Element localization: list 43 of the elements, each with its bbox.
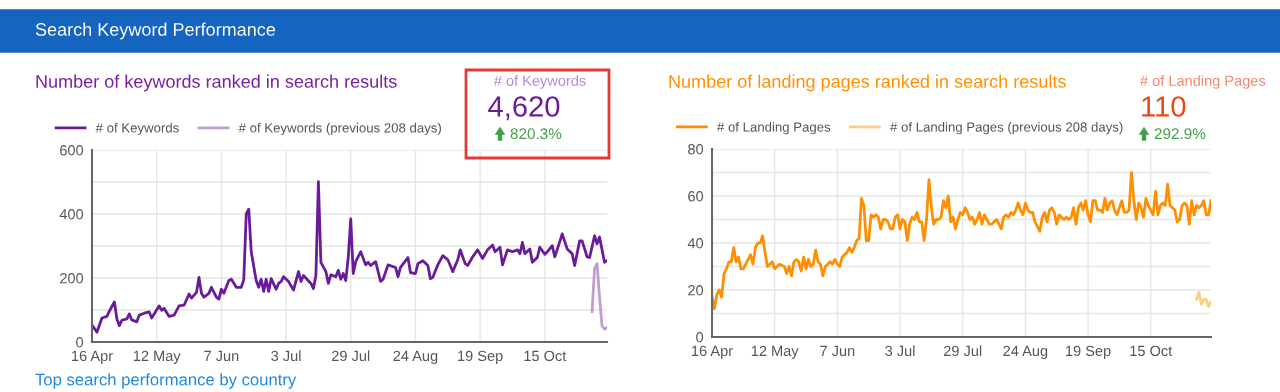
x-tick-label: 3 Jul xyxy=(271,350,301,362)
text: # of Keywords xyxy=(493,75,586,89)
text: Search Keyword Performance xyxy=(35,22,276,40)
text: # of Landing Pages xyxy=(1140,75,1266,89)
y-tick-label: 400 xyxy=(59,209,84,220)
y-tick-label: 80 xyxy=(688,144,704,155)
x-tick-label: 16 Apr xyxy=(692,345,733,359)
x-tick-label: 12 May xyxy=(133,350,181,364)
y-tick-label: 60 xyxy=(688,191,704,202)
x-tick-label: 7 Jun xyxy=(204,350,239,362)
y-tick-label: 0 xyxy=(696,332,704,343)
line-series xyxy=(590,262,607,331)
x-tick-label: 7 Jun xyxy=(820,345,855,357)
chart-title: Number of landing pages ranked in search results xyxy=(669,74,1066,92)
legend-label: # of Keywords (previous 208 days) xyxy=(238,122,441,136)
x-tick-label: 15 Oct xyxy=(524,350,567,362)
y-tick-label: 600 xyxy=(60,145,84,156)
y-tick-label: 20 xyxy=(688,285,704,296)
legend-label: # of Keywords xyxy=(95,122,179,136)
text: Top search performance by country xyxy=(35,373,297,389)
x-tick-label: 24 Aug xyxy=(393,350,438,364)
text: 110 xyxy=(1142,96,1186,117)
line-series xyxy=(92,180,607,334)
legend-label: # of Landing Pages (previous 208 days) xyxy=(890,122,1123,135)
text: 292.9% xyxy=(1154,128,1206,140)
x-tick-label: 19 Sep xyxy=(1066,345,1111,359)
line-series xyxy=(1195,290,1211,308)
x-tick-label: 16 Apr xyxy=(72,350,113,364)
x-tick-label: 24 Aug xyxy=(1003,345,1048,359)
y-tick-label: 40 xyxy=(687,238,704,249)
x-tick-label: 3 Jul xyxy=(885,345,915,357)
y-tick-label: 0 xyxy=(76,337,84,348)
x-tick-label: 15 Oct xyxy=(1130,345,1173,357)
x-tick-label: 29 Jul xyxy=(943,345,982,357)
y-tick-label: 200 xyxy=(60,273,84,284)
chart-title: Number of keywords ranked in search results xyxy=(36,74,397,92)
x-tick-label: 12 May xyxy=(751,345,799,359)
legend-label: # of Landing Pages xyxy=(717,122,831,135)
x-tick-label: 19 Sep xyxy=(458,350,503,364)
text: 4,620 xyxy=(488,96,560,121)
text: 820.3% xyxy=(510,128,562,140)
line-series xyxy=(712,171,1211,311)
x-tick-label: 29 Jul xyxy=(332,350,370,362)
